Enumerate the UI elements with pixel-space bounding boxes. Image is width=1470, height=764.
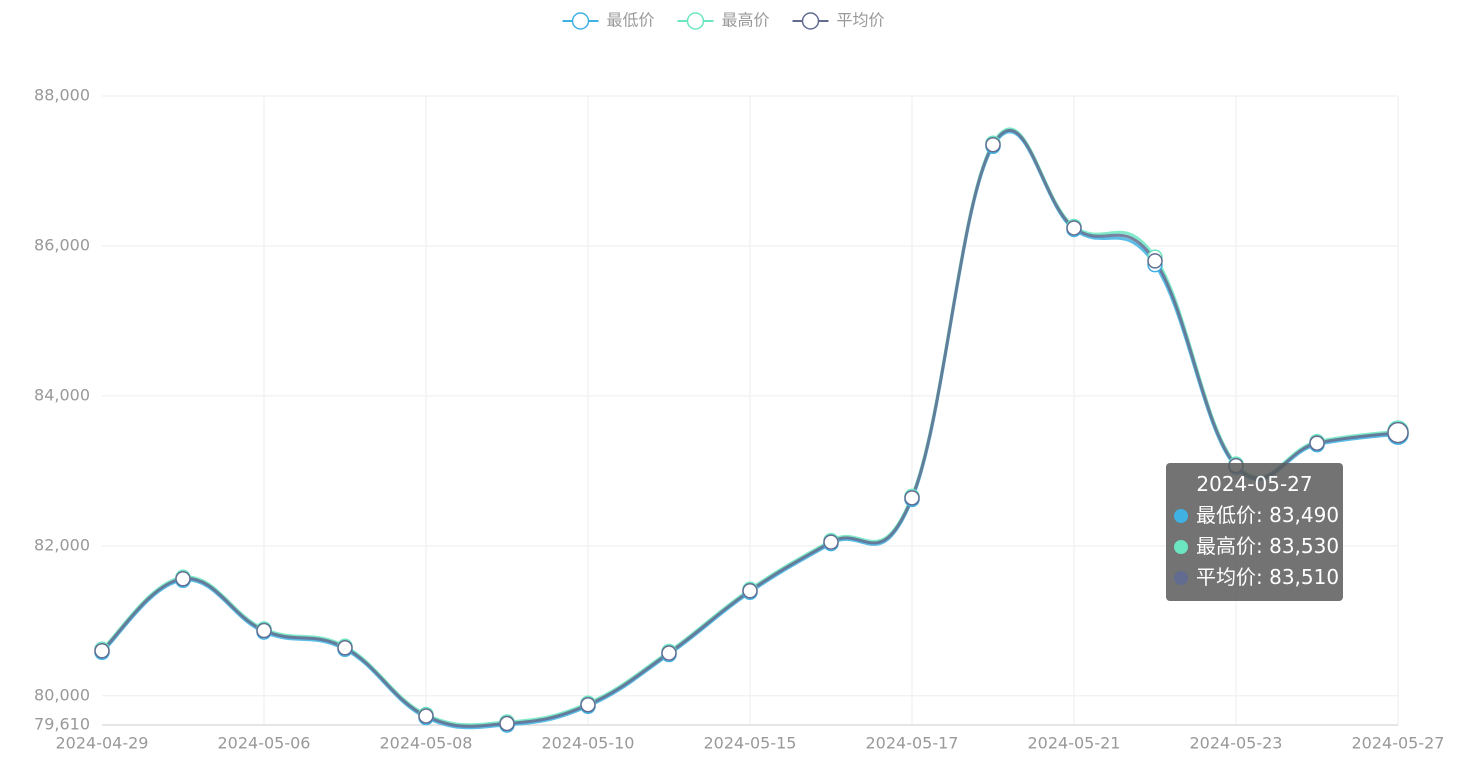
tooltip-row: 最高价: 83,530 xyxy=(1166,531,1343,562)
point xyxy=(1147,253,1163,269)
point xyxy=(904,490,920,506)
tooltip-text: 平均价: 83,510 xyxy=(1196,565,1340,589)
point xyxy=(823,534,839,550)
x-tick-label: 2024-05-06 xyxy=(218,734,311,753)
x-tick-label: 2024-05-08 xyxy=(380,734,473,753)
x-tick-label: 2024-05-10 xyxy=(542,734,635,753)
legend-label: 最低价 xyxy=(607,11,655,30)
point xyxy=(175,571,191,587)
point xyxy=(661,645,677,661)
point xyxy=(418,708,434,724)
point xyxy=(580,697,596,713)
x-tick-label: 2024-05-15 xyxy=(704,734,797,753)
point xyxy=(256,622,272,639)
legend-icon xyxy=(686,12,705,30)
legend-icon xyxy=(801,12,820,30)
tooltip-dot xyxy=(1174,540,1188,554)
x-tick-label: 2024-05-23 xyxy=(1190,734,1283,753)
tooltip: 2024-05-27 最低价: 83,490 最高价: 83,530 平均价: 83,… xyxy=(1166,463,1343,601)
legend-icon xyxy=(571,12,590,30)
x-tick-label: 2024-05-21 xyxy=(1028,734,1121,753)
point xyxy=(1387,421,1409,444)
point xyxy=(985,136,1001,153)
x-tick-label: 2024-05-17 xyxy=(866,734,959,753)
point xyxy=(742,583,758,599)
tooltip-dot xyxy=(1174,571,1188,585)
point xyxy=(499,715,515,732)
tooltip-text: 最高价: 83,530 xyxy=(1196,534,1340,558)
x-tick-label: 2024-05-27 xyxy=(1352,734,1445,753)
legend-label: 最高价 xyxy=(722,11,770,30)
point xyxy=(1309,435,1325,451)
point xyxy=(337,640,353,656)
tooltip-row: 平均价: 83,510 xyxy=(1166,562,1343,593)
y-tick-label: 82,000 xyxy=(34,535,90,554)
point xyxy=(94,643,110,659)
tooltip-title: 2024-05-27 xyxy=(1196,472,1313,496)
x-tick-label: 2024-04-29 xyxy=(56,734,149,753)
y-tick-label: 79,610 xyxy=(34,715,90,734)
y-tick-label: 88,000 xyxy=(34,86,90,105)
y-tick-label: 84,000 xyxy=(34,385,90,404)
tooltip-dot xyxy=(1174,509,1188,523)
tooltip-row: 最低价: 83,490 xyxy=(1166,500,1343,531)
y-tick-label: 80,000 xyxy=(34,685,90,704)
point xyxy=(1066,220,1082,236)
legend-label: 平均价 xyxy=(837,11,885,30)
tooltip-text: 最低价: 83,490 xyxy=(1196,503,1340,527)
y-tick-label: 86,000 xyxy=(34,235,90,254)
